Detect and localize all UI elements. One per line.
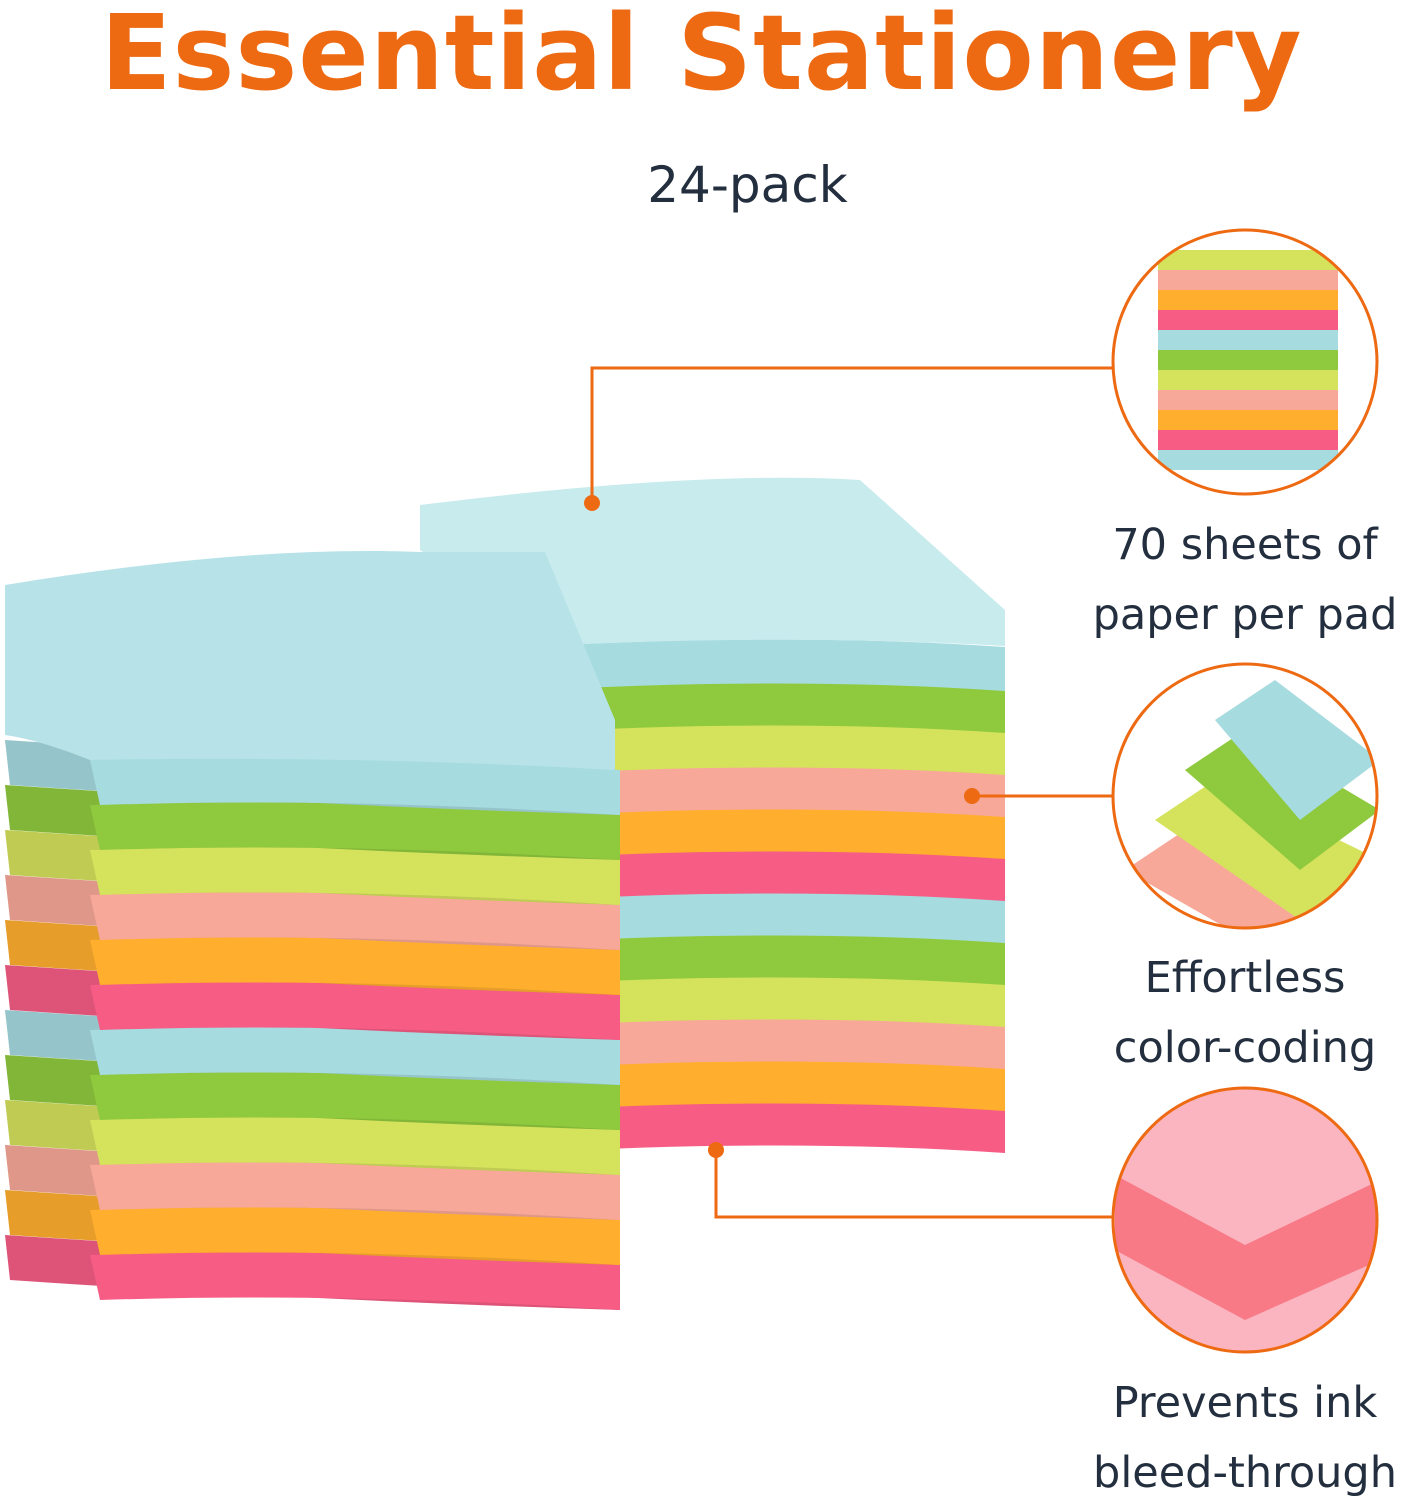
stripe xyxy=(1158,310,1338,330)
callout-dot xyxy=(708,1142,724,1158)
note-layer xyxy=(560,933,1005,985)
stripe xyxy=(1158,250,1338,270)
callout-lines xyxy=(584,366,1112,1219)
stripe xyxy=(1158,430,1338,450)
note-layer xyxy=(90,1027,620,1085)
stripe xyxy=(1158,410,1338,430)
circle-frame xyxy=(1111,228,1379,496)
feature-color-coding: Effortless color-coding xyxy=(1075,943,1403,1083)
left-note-stack xyxy=(5,550,620,1310)
callout-line xyxy=(714,1150,1112,1219)
right-note-stack xyxy=(420,477,1005,1153)
note-pad xyxy=(1215,680,1377,820)
feature-text: Effortless xyxy=(1144,953,1346,1003)
stripe xyxy=(1158,450,1338,470)
note-pad xyxy=(1155,780,1377,920)
note-layer xyxy=(560,1101,1005,1153)
page-title: Essential Stationery xyxy=(100,0,1303,114)
note-layer xyxy=(90,1072,620,1130)
note-layer xyxy=(560,681,1005,733)
note-layer xyxy=(90,982,620,1040)
circle-frame xyxy=(1111,662,1379,930)
stripe xyxy=(1158,330,1338,350)
feature-text: Prevents ink xyxy=(1112,1378,1378,1428)
pack-count: 24-pack xyxy=(647,156,848,214)
note-layer xyxy=(560,849,1005,901)
note-layer xyxy=(560,1017,1005,1069)
note-layer xyxy=(90,1162,620,1220)
stripe xyxy=(1158,350,1338,370)
callout-line xyxy=(590,366,1112,503)
detail-circles xyxy=(1111,228,1379,1354)
callout-dot xyxy=(584,495,600,511)
note-layer xyxy=(90,1207,620,1265)
feature-text: color-coding xyxy=(1113,1023,1377,1073)
color-coding-detail xyxy=(1113,664,1377,928)
note-layer xyxy=(90,937,620,995)
note-layer xyxy=(90,757,620,815)
pad-edge xyxy=(1115,1175,1377,1320)
note-layer xyxy=(560,807,1005,859)
callout-dot xyxy=(964,788,980,804)
feature-text: paper per pad xyxy=(1092,590,1398,640)
note-layer xyxy=(90,892,620,950)
feature-text: bleed-through xyxy=(1093,1448,1397,1498)
note-layer xyxy=(560,975,1005,1027)
note-layer xyxy=(90,802,620,860)
feature-sheets: 70 sheets of paper per pad xyxy=(1075,510,1403,650)
feature-bleed: Prevents ink bleed-through xyxy=(1075,1368,1403,1508)
note-pad xyxy=(1185,730,1377,870)
note-layer xyxy=(560,639,1005,691)
note-layer xyxy=(90,1252,620,1310)
note-pad xyxy=(1125,830,1377,928)
note-layer xyxy=(90,1117,620,1175)
note-layer xyxy=(560,1059,1005,1111)
note-layer xyxy=(90,847,620,905)
stripe xyxy=(1158,390,1338,410)
stripe xyxy=(1158,270,1338,290)
note-top-face xyxy=(5,550,615,770)
note-layer xyxy=(560,891,1005,943)
circle-frame xyxy=(1111,1086,1379,1354)
note-layer xyxy=(560,723,1005,775)
stripe xyxy=(1158,290,1338,310)
stripe xyxy=(1158,370,1338,390)
sheets-detail xyxy=(1113,230,1377,494)
note-layer xyxy=(560,765,1005,817)
feature-text: 70 sheets of xyxy=(1112,520,1378,570)
bleed-detail xyxy=(1113,1088,1377,1352)
